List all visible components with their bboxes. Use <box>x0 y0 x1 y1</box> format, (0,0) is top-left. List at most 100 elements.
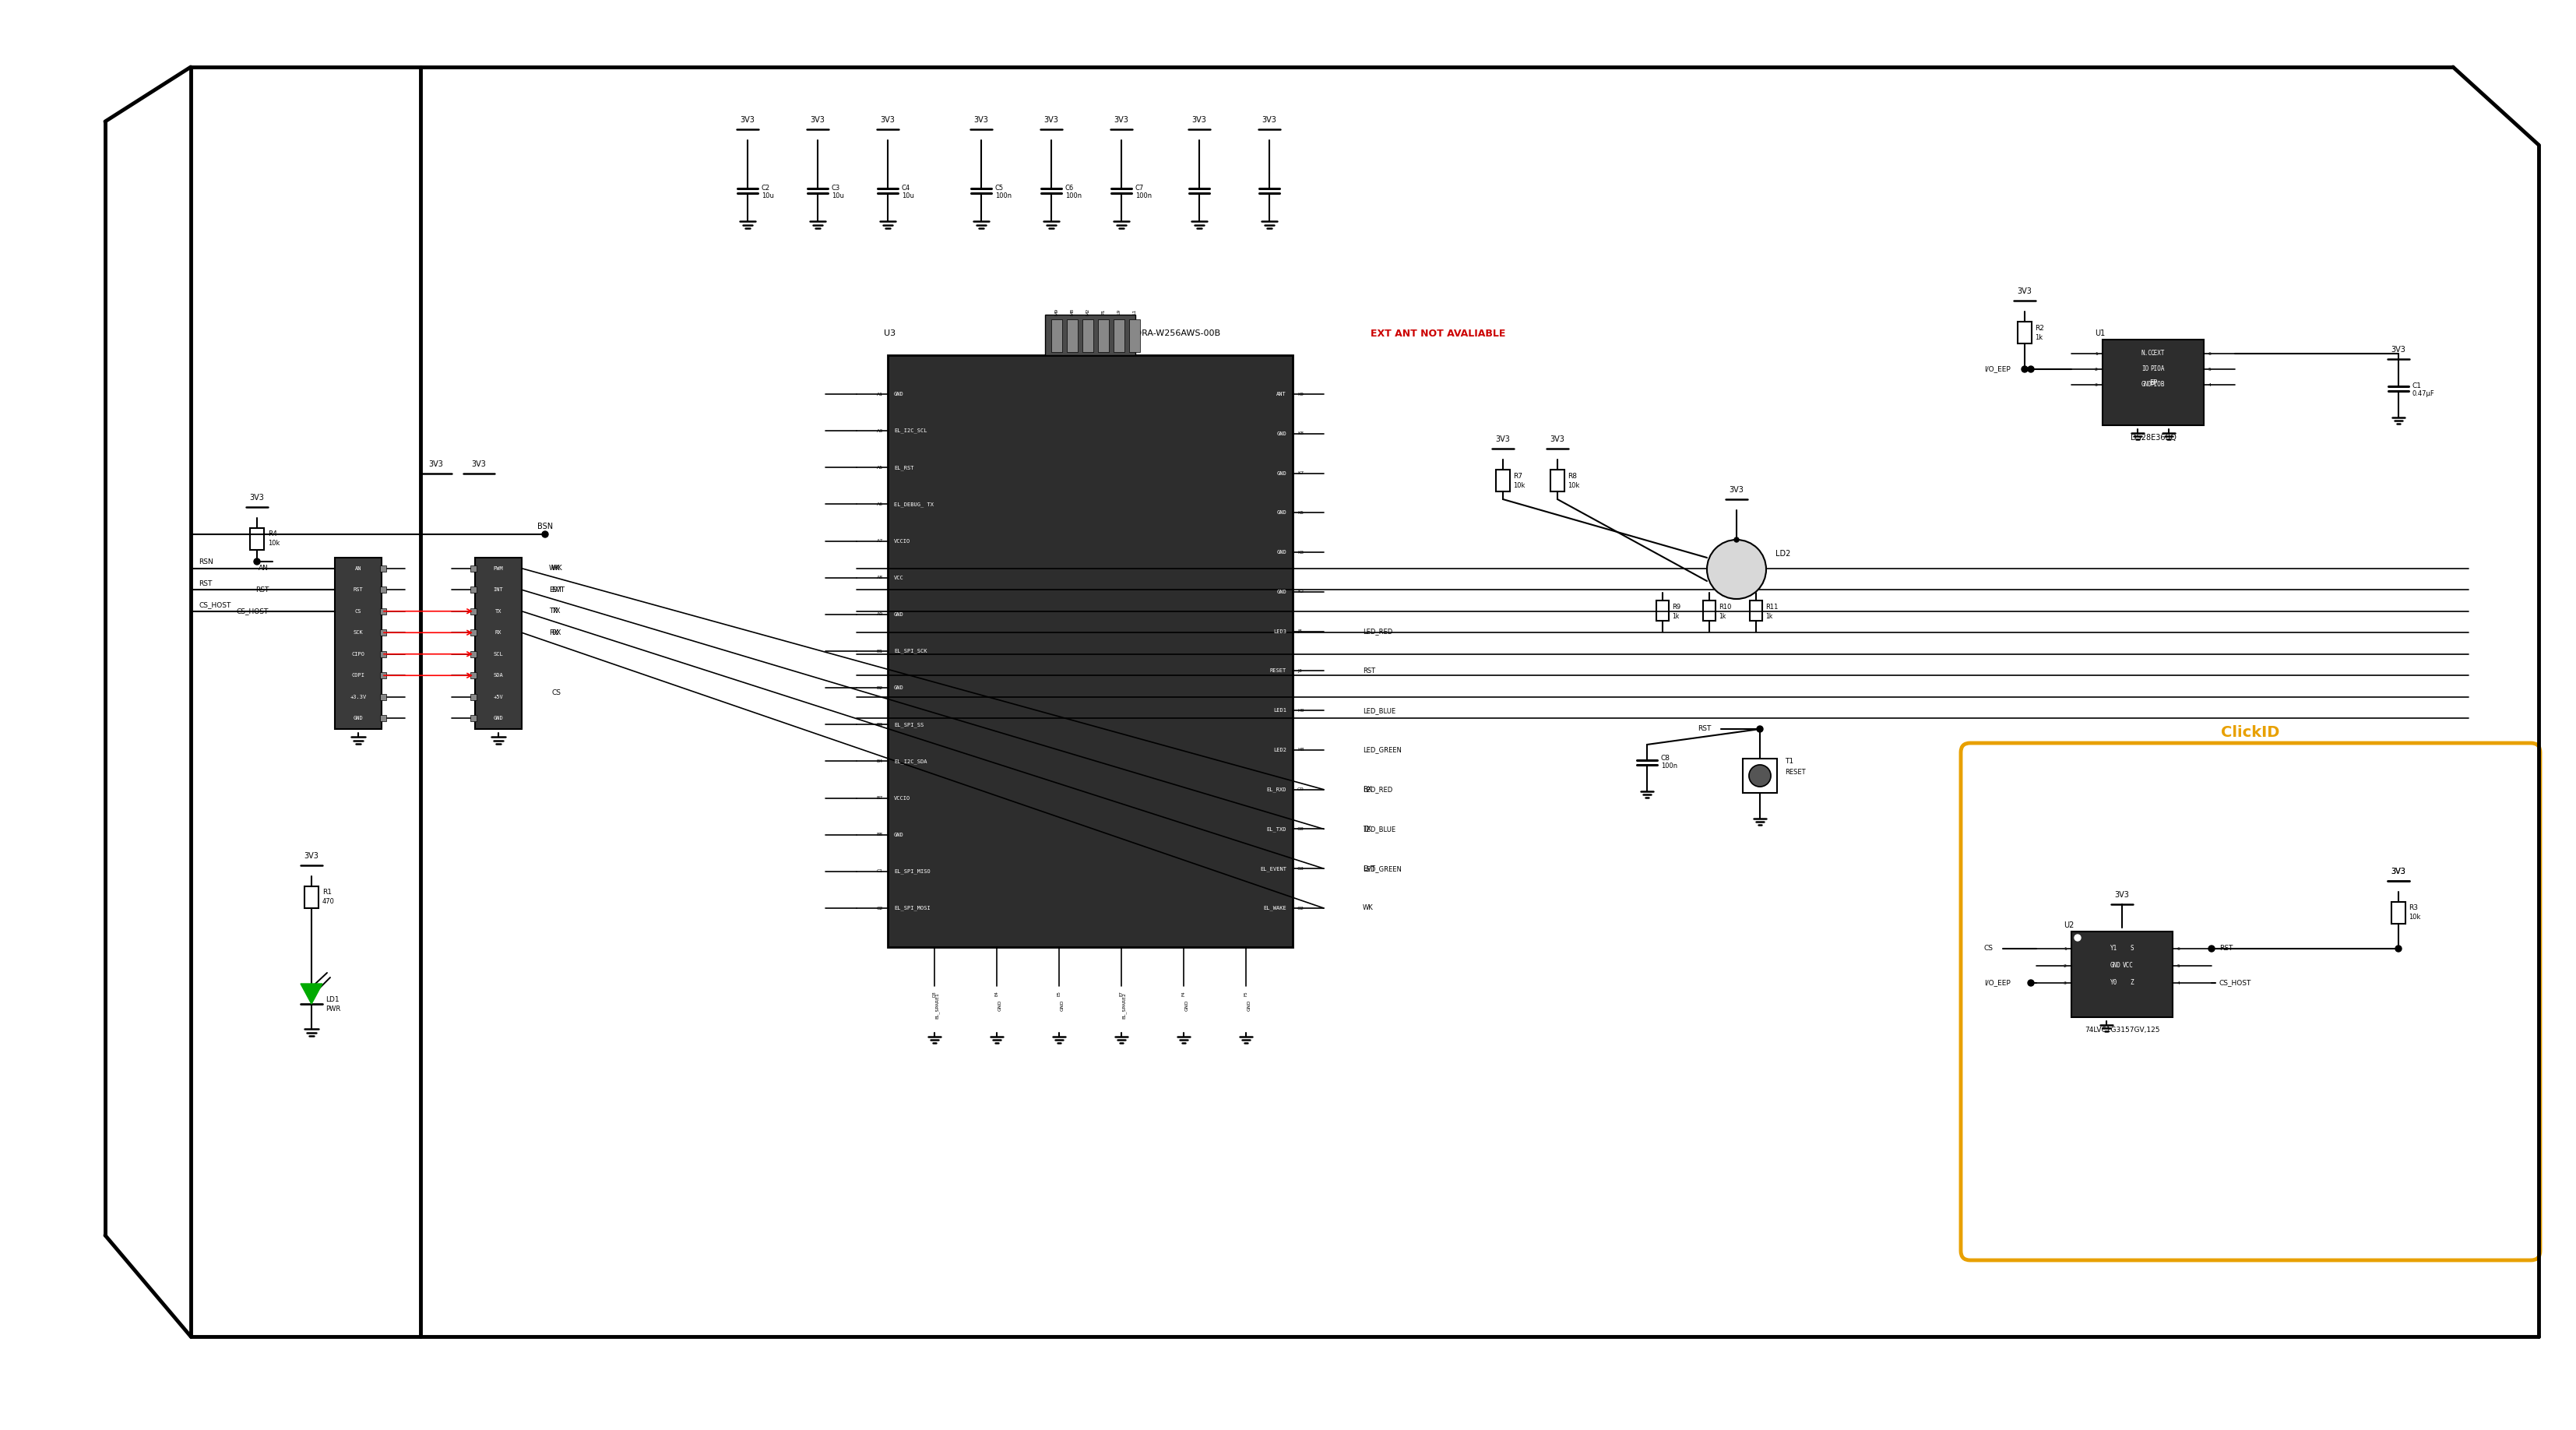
Text: CS: CS <box>551 689 562 696</box>
Text: B3: B3 <box>876 722 884 726</box>
Bar <box>1744 759 1777 792</box>
Text: BSN: BSN <box>538 522 554 531</box>
Bar <box>471 629 477 636</box>
Text: C2: C2 <box>876 907 884 909</box>
Bar <box>471 672 477 679</box>
Text: EL_EVENT: EL_EVENT <box>1260 867 1285 871</box>
Text: WK: WK <box>551 565 562 572</box>
Text: 0.47μF: 0.47μF <box>2414 390 2434 398</box>
Text: GND: GND <box>894 685 904 691</box>
Text: R10: R10 <box>1718 603 1731 611</box>
Text: GND: GND <box>894 612 904 616</box>
Text: CS: CS <box>355 609 361 613</box>
Text: U2: U2 <box>2063 921 2074 930</box>
Text: I/O_EEP: I/O_EEP <box>1984 366 2009 373</box>
Text: LED_RED: LED_RED <box>1363 628 1394 635</box>
Text: 1k: 1k <box>2035 333 2043 340</box>
Text: +5V: +5V <box>495 695 502 699</box>
Text: SCL: SCL <box>495 652 502 656</box>
Text: 3V3: 3V3 <box>2391 868 2406 875</box>
Text: EL_SPI_MOSI: EL_SPI_MOSI <box>894 905 930 911</box>
Text: LED_RED: LED_RED <box>1363 786 1394 794</box>
Text: TX: TX <box>495 609 502 613</box>
Text: G9: G9 <box>1298 788 1303 791</box>
Text: GND: GND <box>894 832 904 837</box>
Text: 3V3: 3V3 <box>471 460 487 468</box>
Text: R9: R9 <box>1672 603 1680 611</box>
Text: M8: M8 <box>1072 307 1074 315</box>
Circle shape <box>2022 366 2027 372</box>
Bar <box>1749 601 1762 621</box>
Text: LED_GREEN: LED_GREEN <box>1363 865 1401 872</box>
Text: C3: C3 <box>832 184 840 192</box>
Text: A6: A6 <box>876 502 884 506</box>
Text: C6: C6 <box>1066 184 1074 192</box>
Text: PWR: PWR <box>325 1005 340 1012</box>
Text: +3.3V: +3.3V <box>350 695 366 699</box>
Text: RST: RST <box>1363 668 1376 675</box>
Text: J3: J3 <box>1298 669 1301 674</box>
Bar <box>1082 319 1092 352</box>
Bar <box>471 694 477 701</box>
Bar <box>381 672 386 679</box>
Text: LED_BLUE: LED_BLUE <box>1363 706 1396 714</box>
Text: B2: B2 <box>876 686 884 689</box>
Text: GND: GND <box>2110 962 2120 970</box>
Circle shape <box>2074 935 2081 941</box>
Circle shape <box>2396 945 2401 952</box>
Text: H8: H8 <box>1298 748 1303 752</box>
Text: CS: CS <box>1984 945 1994 952</box>
Text: K7: K7 <box>1298 472 1303 475</box>
Text: EVT: EVT <box>549 586 562 593</box>
Text: CS_HOST: CS_HOST <box>198 602 232 609</box>
Text: 100n: 100n <box>994 193 1012 200</box>
Text: TX: TX <box>1363 825 1370 832</box>
Text: RESET: RESET <box>1270 669 1285 674</box>
Text: C2: C2 <box>762 184 770 192</box>
Text: 3V3: 3V3 <box>1193 116 1206 124</box>
Text: IO: IO <box>2141 366 2148 373</box>
Bar <box>474 558 523 729</box>
Text: TX: TX <box>549 608 559 615</box>
Text: LD2: LD2 <box>1775 551 1790 558</box>
Bar <box>1097 319 1108 352</box>
Text: GND: GND <box>495 716 502 721</box>
Text: 1: 1 <box>2094 352 2097 356</box>
Text: 1k: 1k <box>1718 612 1726 619</box>
Text: A9: A9 <box>876 612 884 616</box>
Text: VCCIO: VCCIO <box>894 539 909 543</box>
Text: LED1: LED1 <box>1273 708 1285 712</box>
Circle shape <box>541 531 549 538</box>
Text: 3V3: 3V3 <box>2391 346 2406 353</box>
Text: RST: RST <box>353 588 363 592</box>
Text: LED2: LED2 <box>1273 748 1285 752</box>
Text: GND: GND <box>1278 589 1285 593</box>
Text: EL_RST: EL_RST <box>894 465 914 470</box>
Text: LED3: LED3 <box>1273 629 1285 633</box>
Text: RX: RX <box>551 629 562 636</box>
Text: N.C.: N.C. <box>2141 350 2156 358</box>
Text: 3V3: 3V3 <box>1043 116 1059 124</box>
Text: 1k: 1k <box>1765 612 1772 619</box>
Text: C1: C1 <box>2414 383 2421 390</box>
Text: Z: Z <box>2130 980 2133 987</box>
Text: WK: WK <box>549 565 562 572</box>
Text: C4: C4 <box>902 184 909 192</box>
Text: R4: R4 <box>268 531 278 538</box>
Circle shape <box>1708 539 1767 599</box>
Text: TX: TX <box>551 608 562 615</box>
Text: 3V3: 3V3 <box>974 116 989 124</box>
Text: R3: R3 <box>2409 905 2419 912</box>
Text: GND: GND <box>894 392 904 396</box>
Text: RX: RX <box>495 631 502 635</box>
Text: CS_HOST: CS_HOST <box>2221 980 2251 987</box>
Text: R7: R7 <box>1512 472 1522 479</box>
Text: AN: AN <box>355 566 361 571</box>
Text: 3V3: 3V3 <box>250 493 265 502</box>
Circle shape <box>2208 945 2215 952</box>
Text: A7: A7 <box>876 539 884 543</box>
Text: U3: U3 <box>884 329 896 337</box>
Text: 3V3: 3V3 <box>428 460 443 468</box>
Bar <box>250 528 263 551</box>
Text: RX: RX <box>549 629 559 636</box>
